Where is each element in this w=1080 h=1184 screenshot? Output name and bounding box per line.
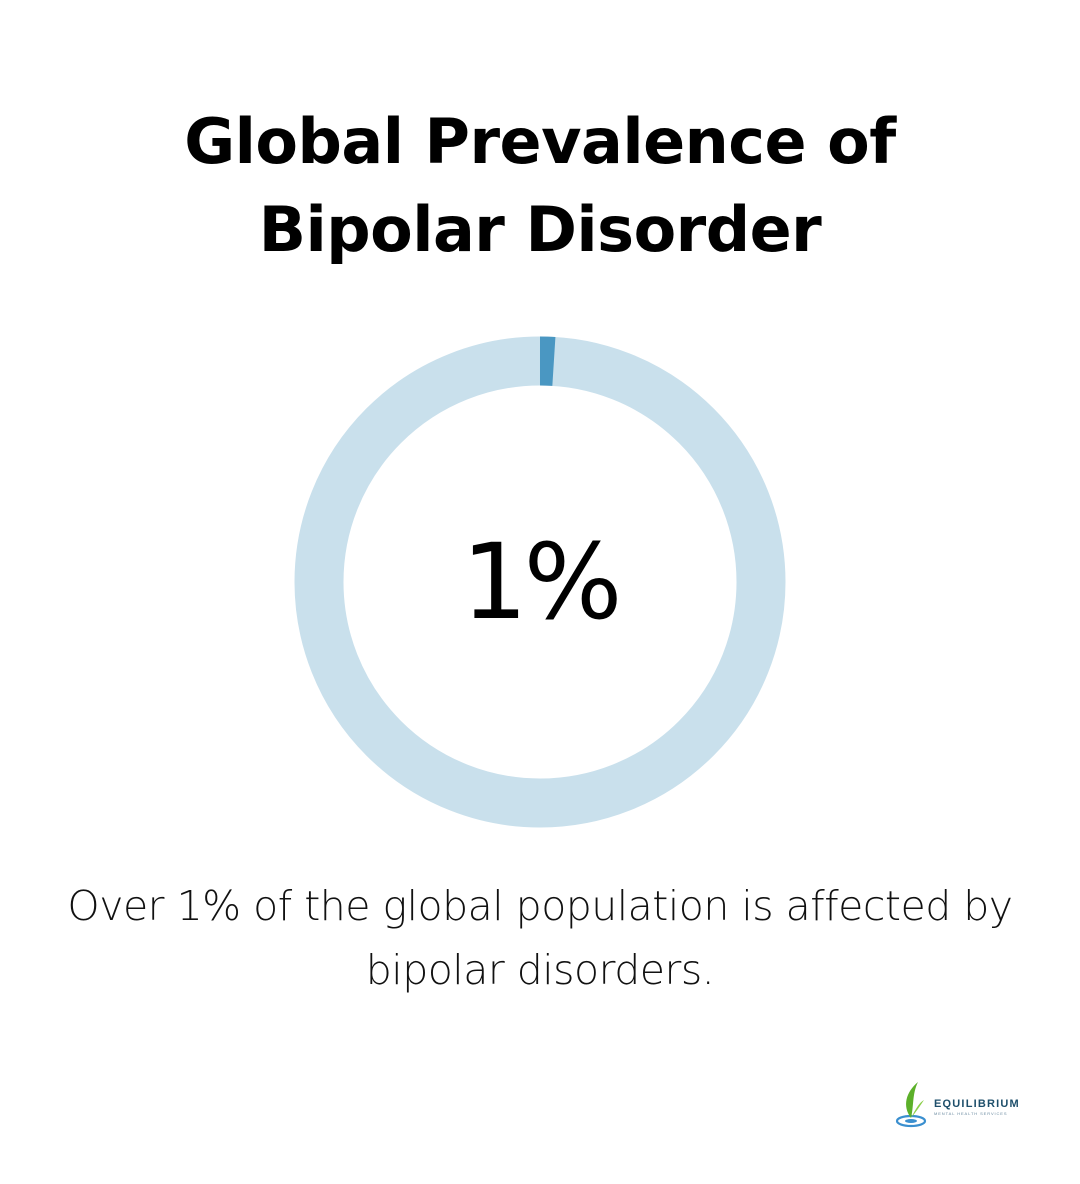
page-title: Global Prevalence of Bipolar Disorder — [184, 105, 896, 266]
center-value-label: 1% — [461, 521, 623, 643]
leaf-drop-icon — [895, 1082, 927, 1128]
donut-chart — [294, 336, 786, 828]
caption-text: Over 1% of the global population is affe… — [67, 882, 1013, 994]
equilibrium-logo: EQUILIBRIUM MENTAL HEALTH SERVICES — [894, 1078, 1034, 1130]
logo-name: EQUILIBRIUM — [934, 1098, 1020, 1110]
logo-tagline: MENTAL HEALTH SERVICES — [934, 1111, 1008, 1116]
